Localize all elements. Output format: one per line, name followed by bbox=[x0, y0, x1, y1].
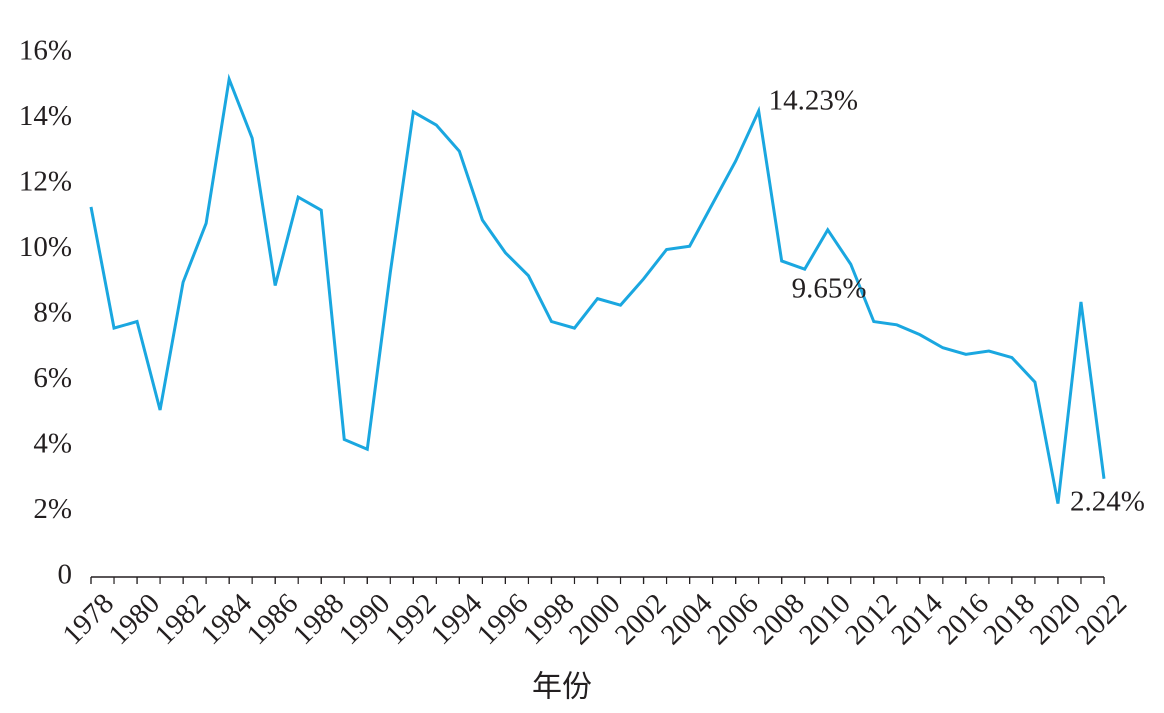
data-label: 9.65% bbox=[792, 273, 867, 305]
line-series bbox=[89, 73, 1106, 504]
y-tick-label: 10% bbox=[19, 231, 72, 263]
data-label: 2.24% bbox=[1070, 485, 1145, 517]
y-tick-label: 14% bbox=[19, 100, 72, 132]
x-axis-label: 年份 bbox=[532, 670, 592, 705]
y-tick-label: 0 bbox=[58, 559, 73, 591]
y-tick-label: 4% bbox=[33, 428, 72, 460]
y-tick-label: 2% bbox=[33, 493, 72, 525]
y-tick-label: 12% bbox=[19, 166, 72, 198]
data-label: 14.23% bbox=[769, 85, 858, 117]
y-tick-label: 8% bbox=[33, 297, 72, 329]
x-tick-label: 2022 bbox=[1069, 587, 1133, 651]
y-tick-label: 6% bbox=[33, 362, 72, 394]
y-tick-label: 16% bbox=[19, 35, 72, 67]
